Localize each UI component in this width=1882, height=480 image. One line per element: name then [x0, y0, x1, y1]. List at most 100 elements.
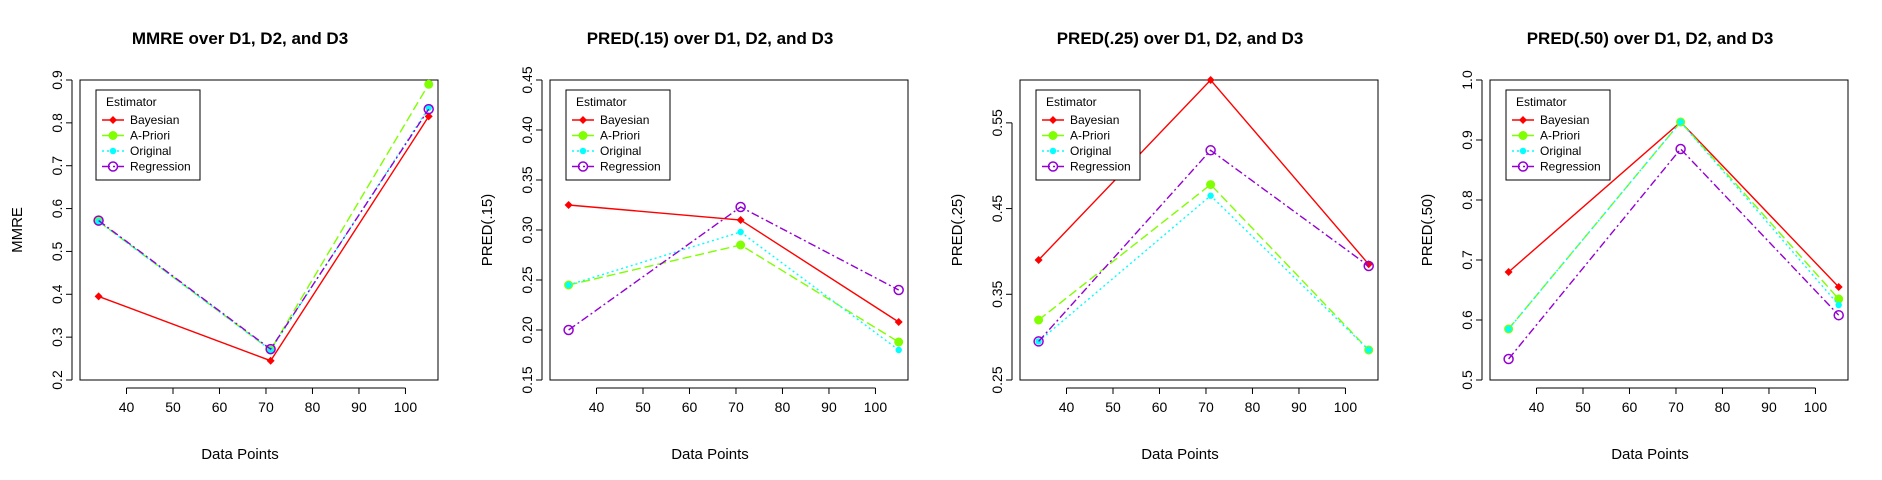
data-point [1835, 301, 1842, 309]
legend-marker [1519, 116, 1527, 124]
y-tick-label: 0.8 [1459, 190, 1475, 210]
legend-marker [578, 131, 588, 140]
data-point [894, 337, 904, 347]
chart-panel-1: MMRE over D1, D2, and D3 40 50 60 70 80 90 100 0… [0, 0, 470, 480]
chart-panel-3: PRED(.25) over D1, D2, and D3 40 50 60 70 80 9… [940, 0, 1410, 480]
x-tick-label: 40 [589, 399, 605, 415]
plot-frame [1489, 79, 1849, 381]
y-tick-label: 0.7 [1459, 250, 1475, 270]
legend-marker [1518, 131, 1528, 140]
plot-frame [79, 79, 439, 381]
x-tick-label: 90 [1761, 399, 1777, 415]
data-point [893, 284, 904, 296]
y-tick-label: 0.20 [519, 316, 535, 343]
data-point [737, 228, 744, 236]
data-point [425, 104, 432, 112]
legend-marker [109, 147, 117, 155]
legend-label: Regression [1540, 160, 1601, 174]
y-tick-label: 0.40 [519, 116, 535, 143]
x-tick-label: 90 [821, 399, 837, 415]
legend-marker [1048, 131, 1058, 140]
plot-frame [1019, 79, 1379, 381]
legend-label: Original [130, 144, 171, 158]
legend-marker [108, 131, 118, 140]
legend-marker [579, 116, 587, 124]
series-regression [1033, 145, 1374, 347]
y-tick-label: 0.55 [989, 109, 1005, 136]
legend-label: A-Priori [1540, 129, 1580, 143]
data-point [424, 79, 434, 89]
legend-marker [109, 116, 117, 124]
x-tick-label: 70 [258, 399, 274, 415]
series-original [1505, 118, 1842, 333]
y-tick-label: 0.7 [49, 156, 65, 176]
y-tick-label: 1.0 [1459, 70, 1475, 90]
data-point [1034, 315, 1044, 325]
chart-title: MMRE over D1, D2, and D3 [132, 29, 348, 48]
data-point [736, 240, 746, 250]
x-tick-label: 50 [1105, 399, 1121, 415]
legend-label: Original [1070, 144, 1111, 158]
series-line [568, 206, 900, 331]
x-tick-label: 100 [1334, 399, 1358, 415]
x-tick-label: 100 [394, 399, 418, 415]
data-point [1834, 294, 1844, 304]
series-line [98, 108, 430, 351]
x-tick-label: 40 [119, 399, 135, 415]
data-point [1205, 145, 1216, 156]
x-tick-label: 60 [212, 399, 228, 415]
x-tick-label: 80 [775, 399, 791, 415]
chart-svg: PRED(.15) over D1, D2, and D3 40 50 60 70 80 9… [479, 29, 909, 463]
data-point [895, 346, 902, 354]
legend-label: Regression [130, 160, 191, 174]
series-regression [563, 201, 904, 336]
x-tick-label: 50 [635, 399, 651, 415]
x-axis-label: Data Points [1141, 446, 1219, 463]
x-tick-label: 90 [351, 399, 367, 415]
data-point [563, 324, 574, 336]
legend-title: Estimator [1516, 95, 1567, 109]
legend-label: Bayesian [600, 113, 649, 127]
x-tick-label: 40 [1059, 399, 1075, 415]
plot-frame [549, 79, 909, 381]
x-tick-label: 40 [1529, 399, 1545, 415]
legend-label: Regression [1070, 160, 1131, 174]
data-point [94, 292, 103, 301]
legend-label: A-Priori [130, 129, 170, 143]
chart-title: PRED(.15) over D1, D2, and D3 [587, 29, 834, 48]
x-tick-label: 50 [1575, 399, 1591, 415]
y-tick-label: 0.2 [49, 370, 65, 390]
series-bayesian [564, 201, 903, 326]
series-line [568, 231, 900, 351]
y-tick-label: 0.30 [519, 216, 535, 243]
data-point [1206, 180, 1216, 190]
series-regression [93, 103, 434, 355]
data-point [1834, 283, 1843, 291]
legend-label: Bayesian [1540, 113, 1589, 127]
data-point [1675, 143, 1686, 155]
data-point [424, 112, 433, 121]
data-point [1503, 353, 1514, 365]
x-tick-label: 80 [1245, 399, 1261, 415]
data-point [1207, 192, 1214, 199]
series-line [568, 244, 900, 343]
y-tick-label: 0.45 [519, 66, 535, 93]
data-point [1033, 336, 1044, 347]
x-tick-label: 80 [305, 399, 321, 415]
series-a-priori [1034, 180, 1374, 355]
x-tick-label: 80 [1715, 399, 1731, 415]
x-axis-label: Data Points [201, 446, 279, 463]
series-line [98, 107, 430, 352]
series-line [1038, 183, 1370, 351]
data-point [1206, 76, 1215, 84]
series-bayesian [94, 112, 433, 365]
data-point [564, 201, 573, 209]
legend-marker [1519, 147, 1527, 155]
chart-title: PRED(.25) over D1, D2, and D3 [1057, 29, 1304, 48]
x-tick-label: 70 [1668, 399, 1684, 415]
data-point [736, 216, 745, 224]
data-point [565, 281, 572, 289]
y-tick-label: 0.25 [989, 366, 1005, 393]
legend-marker [577, 161, 589, 172]
